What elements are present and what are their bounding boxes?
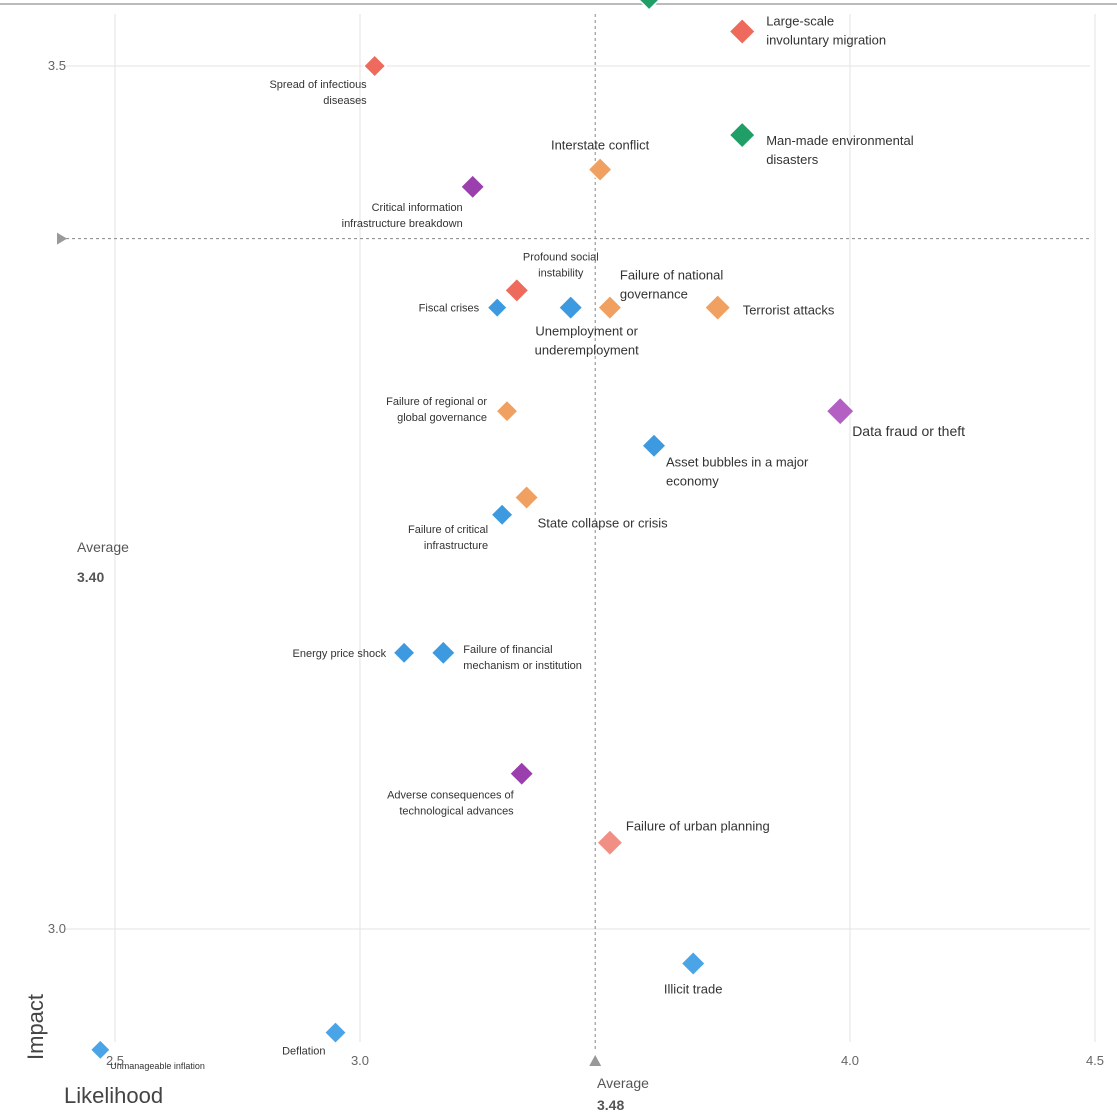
point-label: Failure of regional or global governance [386,396,487,424]
x-average-value: 3.48 [597,1097,624,1113]
point-label: Critical information infrastructure break… [342,202,463,230]
x-tick-label: 4.5 [1086,1053,1104,1068]
scatter-point[interactable] [825,396,856,427]
scatter-point[interactable] [680,950,707,977]
point-label: Man-made environmental disasters [766,133,914,167]
point-label-line: infrastructure breakdown [342,218,463,230]
point-label: Failure of critical infrastructure [408,524,488,552]
grid-layer [64,14,1096,1042]
scatter-point[interactable] [640,432,668,459]
point-label: Unemployment or underemployment [535,324,639,358]
point-label-line: Failure of national [620,268,723,283]
point-label: Data fraud or theft [852,423,965,439]
x-average-marker [589,1055,602,1066]
point-label: Failure of national governance [620,268,723,302]
point-label: Deflation [282,1046,325,1058]
x-tick-label: 4.0 [841,1053,859,1068]
point-label: Asset bubbles in a major economy [666,455,809,489]
point-label-line: Unemployment or [535,324,638,339]
point-label: State collapse or crisis [538,516,669,531]
point-label-line: diseases [323,95,367,107]
point-label-line: technological advances [399,806,514,818]
point-label-line: Critical information [372,202,463,214]
point-label-line: disasters [766,152,819,167]
scatter-point[interactable] [362,53,387,79]
point-label-line: Large-scale [766,13,834,28]
axis-ticks: 2.53.04.04.53.03.54.0 [48,58,1104,1068]
scatter-point[interactable] [595,828,624,857]
point-label-line: mechanism or institution [463,660,582,672]
y-axis-title: Impact [23,994,48,1060]
point-label: Illicit trade [664,982,723,997]
point-label: Profound social instability [523,251,599,279]
scatter-point[interactable] [392,640,417,665]
point-label-line: global governance [397,412,487,424]
scatter-point[interactable] [486,296,509,319]
point-label: Terrorist attacks [743,303,835,318]
point-label-line: economy [666,474,719,489]
point-label: Energy price shock [293,648,387,660]
scatter-point[interactable] [503,277,530,304]
scatter-point[interactable] [430,639,457,666]
scatter-point[interactable] [703,293,732,322]
point-label: Unmanageable inflation [110,1061,205,1071]
point-label-line: infrastructure [424,540,488,552]
scatter-point[interactable] [89,1038,112,1061]
point-label-line: underemployment [535,343,639,358]
point-label-line: governance [620,287,688,302]
point-label-line: Adverse consequences of [387,790,515,802]
point-label-line: Asset bubbles in a major [666,455,809,470]
data-labels: Weapons of mass destructionExtreme weath… [110,13,965,1071]
y-average-marker [57,232,67,245]
scatter-point[interactable] [459,173,486,200]
x-tick-label: 2.5 [106,1053,124,1068]
point-label-line: Man-made environmental [766,133,914,148]
y-tick-label: 3.0 [48,921,66,936]
point-label: Failure of financial mechanism or institu… [463,644,582,672]
point-label-line: Failure of critical [408,524,488,536]
point-label: Interstate conflict [551,138,650,153]
scatter-point[interactable] [490,502,515,527]
average-lines [57,14,1090,1066]
point-label: Failure of urban planning [626,819,770,834]
y-tick-label: 3.5 [48,58,66,73]
y-average-label: Average [77,539,129,555]
point-label: Large-scale involuntary migration [766,13,886,47]
scatter-point[interactable] [728,17,757,46]
scatter-point[interactable] [636,0,662,12]
point-label-line: instability [538,267,584,279]
scatter-point[interactable] [596,294,623,321]
scatter-point[interactable] [587,156,614,183]
data-points [89,0,856,1061]
x-average-label: Average [597,1075,649,1091]
scatter-point[interactable] [513,484,540,511]
point-label: Fiscal crises [419,303,480,315]
scatter-point[interactable] [557,294,584,321]
point-label-line: Failure of regional or [386,396,487,408]
point-label-line: Spread of infectious [269,79,367,91]
scatter-point[interactable] [728,120,757,150]
y-average-value: 3.40 [77,569,104,585]
point-label: Adverse consequences of technological adv… [387,790,515,818]
point-label-line: involuntary migration [766,32,886,47]
x-axis-title: Likelihood [64,1083,163,1108]
scatter-point[interactable] [323,1020,348,1045]
point-label-line: Failure of financial [463,644,552,656]
point-label-line: Profound social [523,251,599,263]
x-tick-label: 3.0 [351,1053,369,1068]
scatter-point[interactable] [494,399,520,424]
scatter-point[interactable] [508,760,535,787]
point-label: Spread of infectious diseases [269,79,367,107]
